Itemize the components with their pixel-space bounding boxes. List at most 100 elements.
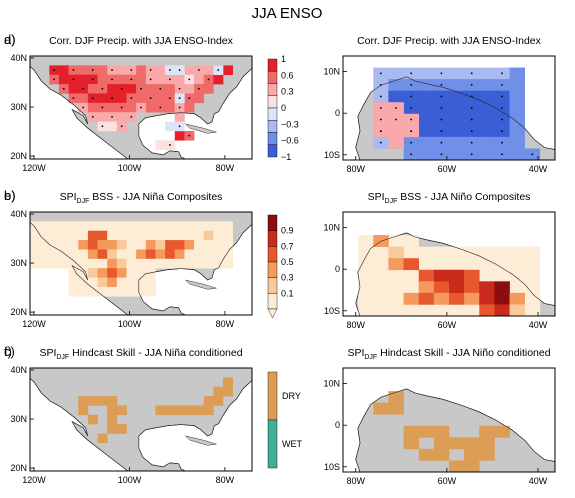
grid-cell — [126, 286, 137, 297]
panel-title: Corr. DJF Precip. with JJA ENSO-Index — [49, 35, 234, 47]
lon-tick-label: 40W — [529, 320, 548, 330]
grid-cell — [403, 304, 420, 316]
significance-dot — [62, 87, 65, 90]
grid-cell — [418, 258, 435, 271]
grid-cell — [174, 221, 185, 232]
grid-cell — [388, 402, 404, 415]
grid-cell — [107, 414, 118, 425]
grid-cell — [203, 230, 214, 241]
grid-cell — [87, 102, 98, 113]
significance-dot — [501, 72, 503, 75]
grid-cell — [78, 74, 89, 85]
grid-cell — [87, 396, 98, 406]
grid-cell — [479, 148, 495, 160]
grid-cell — [116, 240, 127, 250]
significance-dot — [188, 78, 191, 81]
significance-dot — [120, 106, 123, 109]
grid-cell — [68, 277, 79, 288]
grid-cell — [213, 74, 224, 85]
map-frame — [342, 55, 556, 161]
grid-cell — [358, 258, 374, 271]
island — [184, 435, 217, 446]
grid-cell — [403, 292, 420, 305]
lon-tick-label: 40W — [529, 164, 548, 174]
grid-cell — [213, 258, 224, 269]
significance-dot — [149, 78, 152, 81]
significance-dot — [91, 115, 94, 118]
grid-cell — [68, 240, 79, 250]
significance-dot — [111, 69, 113, 71]
panel-label: e) — [4, 188, 16, 203]
grid-cell — [464, 246, 480, 259]
grid-cell — [494, 292, 510, 305]
grid-cell — [68, 286, 79, 297]
grid-cell — [126, 84, 137, 94]
grid-cell — [213, 221, 224, 232]
grid-cell — [107, 396, 118, 406]
grid-cell — [509, 304, 526, 316]
grid-cell — [30, 249, 40, 260]
panel-e: e) SPIDJF BSS - JJA Niño Composites 10N 0 10… — [4, 188, 556, 330]
grid-cell — [145, 230, 156, 241]
grid-cell — [203, 258, 214, 269]
grid-cell — [165, 240, 176, 250]
grid-cell — [126, 230, 137, 241]
grid-cell — [107, 230, 118, 241]
lat-tick-label: 10N — [323, 223, 340, 233]
significance-dot — [130, 97, 133, 100]
grid-cell — [68, 249, 79, 260]
grid-cell — [97, 268, 108, 278]
significance-dot — [178, 87, 181, 90]
grid-cell — [358, 235, 374, 247]
significance-dot — [72, 97, 75, 100]
grid-cell — [213, 386, 224, 397]
colorbar-segment — [267, 293, 278, 310]
grid-cell — [494, 269, 510, 282]
grid-cell — [174, 230, 185, 241]
grid-cell — [116, 268, 127, 278]
colorbar-bss: 0.9 0.7 0.5 0.3 0.1 — [267, 214, 294, 319]
grid-cell — [433, 304, 450, 316]
grid-cell — [403, 425, 420, 438]
grid-cell — [433, 448, 450, 461]
significance-dot — [188, 97, 191, 100]
lon-tick-label: 100W — [118, 475, 142, 485]
colorbar-label: 0.6 — [281, 70, 294, 80]
significance-dot — [178, 69, 181, 71]
grid-cell — [68, 84, 79, 94]
significance-dot — [410, 83, 413, 86]
lat-tick-label: 0 — [335, 108, 340, 118]
grid-cell — [509, 246, 526, 259]
grid-cell — [213, 230, 224, 241]
significance-dot — [440, 141, 443, 144]
lon-tick-label: 100W — [118, 319, 142, 329]
colorbar-segment — [267, 230, 278, 247]
grid-cell — [418, 448, 435, 461]
panel-label: f) — [4, 344, 12, 359]
significance-dot — [501, 141, 503, 144]
grid-cell — [464, 258, 480, 271]
grid-cell — [418, 125, 435, 138]
significance-dot — [440, 153, 443, 156]
grid-cell — [433, 246, 450, 259]
panel-f: f) SPIDJF Hindcast Skill - JJA Niño condi… — [4, 344, 556, 486]
grid-cell — [418, 304, 435, 316]
colorbar-label: 0.1 — [281, 288, 294, 298]
significance-dot — [531, 153, 534, 156]
grid-cell — [155, 221, 166, 232]
lon-tick-label: 120W — [22, 475, 46, 485]
grid-cell — [97, 240, 108, 250]
colorbar-segment — [267, 277, 278, 294]
panel-title: SPIDJF BSS - JJA Niño Composites — [368, 191, 531, 205]
grid-cell — [418, 281, 435, 294]
panel-title: Corr. DJF Precip. with JJA ENSO-Index — [357, 35, 542, 47]
significance-dot — [501, 118, 503, 121]
significance-dot — [72, 78, 75, 81]
grid-cell — [165, 249, 176, 260]
significance-dot — [149, 97, 152, 100]
colorbar-segment — [267, 246, 278, 263]
colorbar-segment — [267, 261, 278, 278]
grid-cell — [194, 74, 205, 85]
panel-d: d) Corr. DJF Precip. with JJA ENSO-Index 1… — [4, 32, 556, 174]
